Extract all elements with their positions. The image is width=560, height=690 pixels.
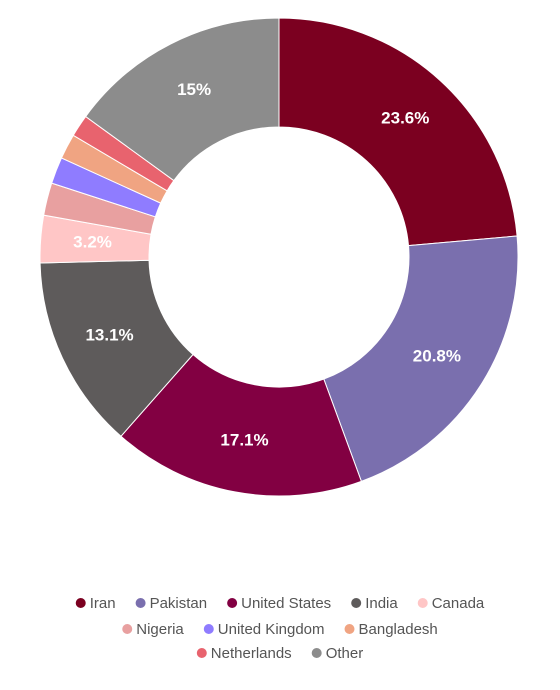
legend-label: Bangladesh — [359, 621, 438, 638]
legend-marker — [417, 598, 428, 608]
legend-marker — [122, 624, 133, 634]
legend-label: United States — [241, 595, 331, 612]
legend-marker — [227, 598, 238, 608]
data-label: 20.8% — [413, 347, 461, 366]
data-label: 13.1% — [85, 326, 133, 345]
donut-slice — [84, 17, 280, 182]
legend-marker — [311, 648, 322, 658]
donut-slice — [120, 353, 363, 497]
legend-label: Nigeria — [136, 621, 184, 638]
legend-label: Pakistan — [150, 595, 208, 612]
data-label: 15% — [177, 80, 211, 99]
legend-marker — [351, 598, 362, 608]
legend-marker — [203, 624, 214, 634]
legend-label: Canada — [432, 595, 485, 612]
legend-label: Iran — [90, 595, 116, 612]
donut-slice — [323, 235, 519, 482]
legend-label: Other — [326, 645, 364, 662]
legend-marker — [75, 598, 86, 608]
data-label: 3.2% — [73, 232, 112, 251]
data-label: 23.6% — [381, 109, 429, 128]
legend-label: India — [365, 595, 398, 612]
donut-slice — [278, 17, 518, 247]
legend-label: United Kingdom — [218, 621, 325, 638]
data-label: 17.1% — [220, 430, 268, 449]
legend-label: Netherlands — [211, 645, 292, 662]
legend-marker — [135, 598, 146, 608]
legend-marker — [344, 624, 355, 634]
legend-marker — [196, 648, 207, 658]
